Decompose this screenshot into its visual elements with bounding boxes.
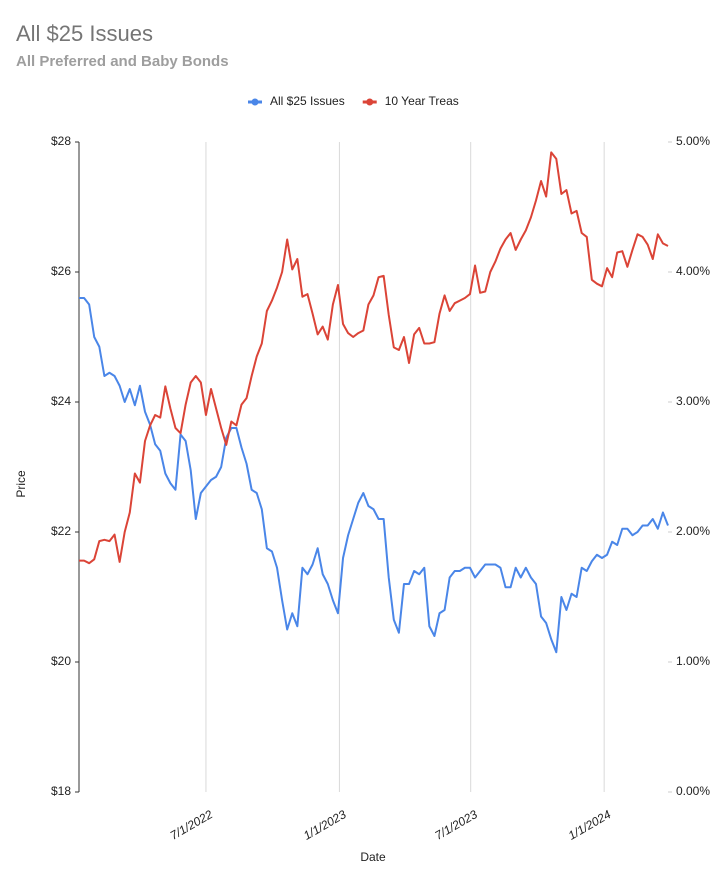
- y-tick-label: $20: [51, 654, 71, 668]
- y2-tick-label: 0.00%: [676, 784, 710, 798]
- x-axis-label: Date: [360, 850, 386, 864]
- legend-marker: [366, 98, 374, 106]
- x-tick-label: 7/1/2022: [168, 807, 216, 843]
- y2-tick-label: 3.00%: [676, 394, 710, 408]
- y-axis-label: Price: [14, 470, 28, 498]
- chart-subtitle: All Preferred and Baby Bonds: [16, 53, 229, 70]
- y2-tick-label: 4.00%: [676, 264, 710, 278]
- data-line: [79, 151, 669, 565]
- data-line: [79, 297, 669, 654]
- x-tick-label: 1/1/2023: [301, 807, 349, 843]
- y-tick-label: $28: [51, 134, 71, 148]
- x-tick-label: 1/1/2024: [566, 807, 614, 843]
- y-tick-label: $24: [51, 394, 71, 408]
- y-tick-label: $18: [51, 784, 71, 798]
- y-tick-label: $26: [51, 264, 71, 278]
- x-tick-label: 7/1/2023: [432, 807, 480, 843]
- legend-marker: [251, 98, 259, 106]
- legend-label: 10 Year Treas: [385, 94, 459, 108]
- y2-tick-label: 1.00%: [676, 654, 710, 668]
- y2-tick-label: 5.00%: [676, 134, 710, 148]
- y2-tick-label: 2.00%: [676, 524, 710, 538]
- legend-label: All $25 Issues: [270, 94, 345, 108]
- y-tick-label: $22: [51, 524, 71, 538]
- chart-title: All $25 Issues: [16, 21, 153, 46]
